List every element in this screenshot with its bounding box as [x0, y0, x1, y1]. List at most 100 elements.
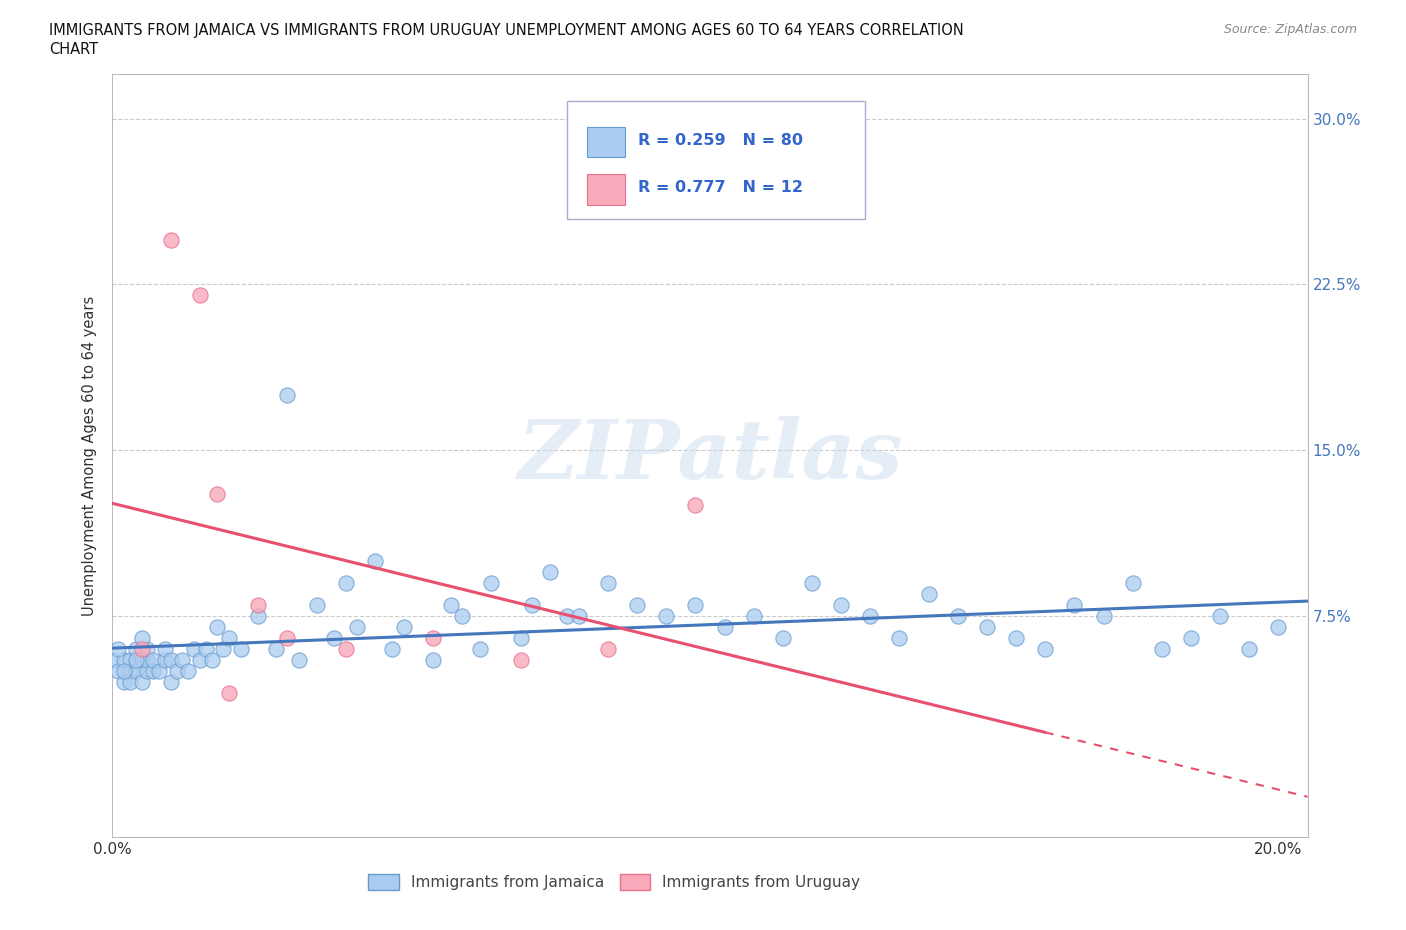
Point — [212, 642, 235, 657]
Point — [1063, 597, 1085, 612]
Point — [1209, 608, 1232, 623]
Point — [381, 642, 404, 657]
Point — [136, 664, 159, 679]
Point — [976, 619, 998, 634]
Point — [439, 597, 461, 612]
Point — [1267, 619, 1289, 634]
Point — [655, 608, 678, 623]
Bar — [586, 174, 626, 205]
Point — [364, 553, 387, 568]
Point — [323, 631, 346, 645]
Text: Source: ZipAtlas.com: Source: ZipAtlas.com — [1223, 23, 1357, 36]
Point — [153, 642, 176, 657]
Point — [131, 642, 153, 657]
Point — [118, 675, 141, 690]
Point — [218, 631, 240, 645]
Point — [159, 653, 181, 668]
Point — [276, 388, 298, 403]
Y-axis label: Unemployment Among Ages 60 to 64 years: Unemployment Among Ages 60 to 64 years — [82, 296, 97, 616]
Point — [207, 487, 229, 502]
Text: CHART: CHART — [49, 42, 98, 57]
Point — [153, 653, 176, 668]
Point — [509, 631, 531, 645]
Point — [555, 608, 578, 623]
Point — [131, 631, 153, 645]
Point — [772, 631, 794, 645]
Point — [422, 653, 444, 668]
Point — [125, 653, 148, 668]
Point — [136, 642, 159, 657]
Point — [305, 597, 328, 612]
Point — [801, 576, 824, 591]
Point — [264, 642, 287, 657]
Point — [101, 653, 124, 668]
Point — [207, 619, 229, 634]
Point — [194, 642, 217, 657]
Point — [118, 653, 141, 668]
Point — [276, 631, 298, 645]
Bar — [586, 126, 626, 157]
Point — [346, 619, 368, 634]
Point — [859, 608, 882, 623]
Text: IMMIGRANTS FROM JAMAICA VS IMMIGRANTS FROM URUGUAY UNEMPLOYMENT AMONG AGES 60 TO: IMMIGRANTS FROM JAMAICA VS IMMIGRANTS FR… — [49, 23, 965, 38]
Point — [183, 642, 205, 657]
Point — [685, 597, 707, 612]
Point — [177, 664, 200, 679]
Point — [596, 642, 619, 657]
Point — [136, 653, 159, 668]
Point — [107, 664, 129, 679]
Text: ZIPatlas: ZIPatlas — [517, 416, 903, 496]
Point — [188, 288, 211, 303]
Point — [218, 686, 240, 701]
Point — [713, 619, 735, 634]
Point — [247, 597, 270, 612]
Point — [392, 619, 415, 634]
Point — [118, 664, 141, 679]
Point — [247, 608, 270, 623]
Point — [200, 653, 222, 668]
Point — [112, 675, 135, 690]
Point — [889, 631, 911, 645]
Point — [188, 653, 211, 668]
FancyBboxPatch shape — [567, 101, 866, 219]
Point — [685, 498, 707, 512]
Point — [131, 653, 153, 668]
Point — [568, 608, 591, 623]
Point — [125, 642, 148, 657]
Point — [1122, 576, 1144, 591]
Point — [142, 664, 165, 679]
Point — [522, 597, 544, 612]
Point — [159, 232, 181, 247]
Point — [451, 608, 474, 623]
Point — [142, 653, 165, 668]
Point — [335, 642, 357, 657]
Point — [1239, 642, 1261, 657]
Point — [159, 675, 181, 690]
Point — [166, 664, 188, 679]
Point — [112, 653, 135, 668]
Text: R = 0.259   N = 80: R = 0.259 N = 80 — [638, 133, 803, 148]
Point — [1180, 631, 1202, 645]
Point — [131, 675, 153, 690]
Point — [1092, 608, 1115, 623]
Point — [229, 642, 252, 657]
Point — [596, 576, 619, 591]
Point — [1005, 631, 1028, 645]
Point — [626, 597, 648, 612]
Point — [1033, 642, 1056, 657]
Text: R = 0.777   N = 12: R = 0.777 N = 12 — [638, 180, 803, 195]
Point — [742, 608, 765, 623]
Point — [107, 642, 129, 657]
Point — [468, 642, 491, 657]
Point — [917, 587, 939, 602]
Point — [830, 597, 852, 612]
Point — [1150, 642, 1173, 657]
Point — [422, 631, 444, 645]
Point — [288, 653, 311, 668]
Point — [946, 608, 969, 623]
Point — [148, 664, 170, 679]
Point — [172, 653, 194, 668]
Legend: Immigrants from Jamaica, Immigrants from Uruguay: Immigrants from Jamaica, Immigrants from… — [361, 867, 868, 898]
Point — [112, 664, 135, 679]
Point — [481, 576, 503, 591]
